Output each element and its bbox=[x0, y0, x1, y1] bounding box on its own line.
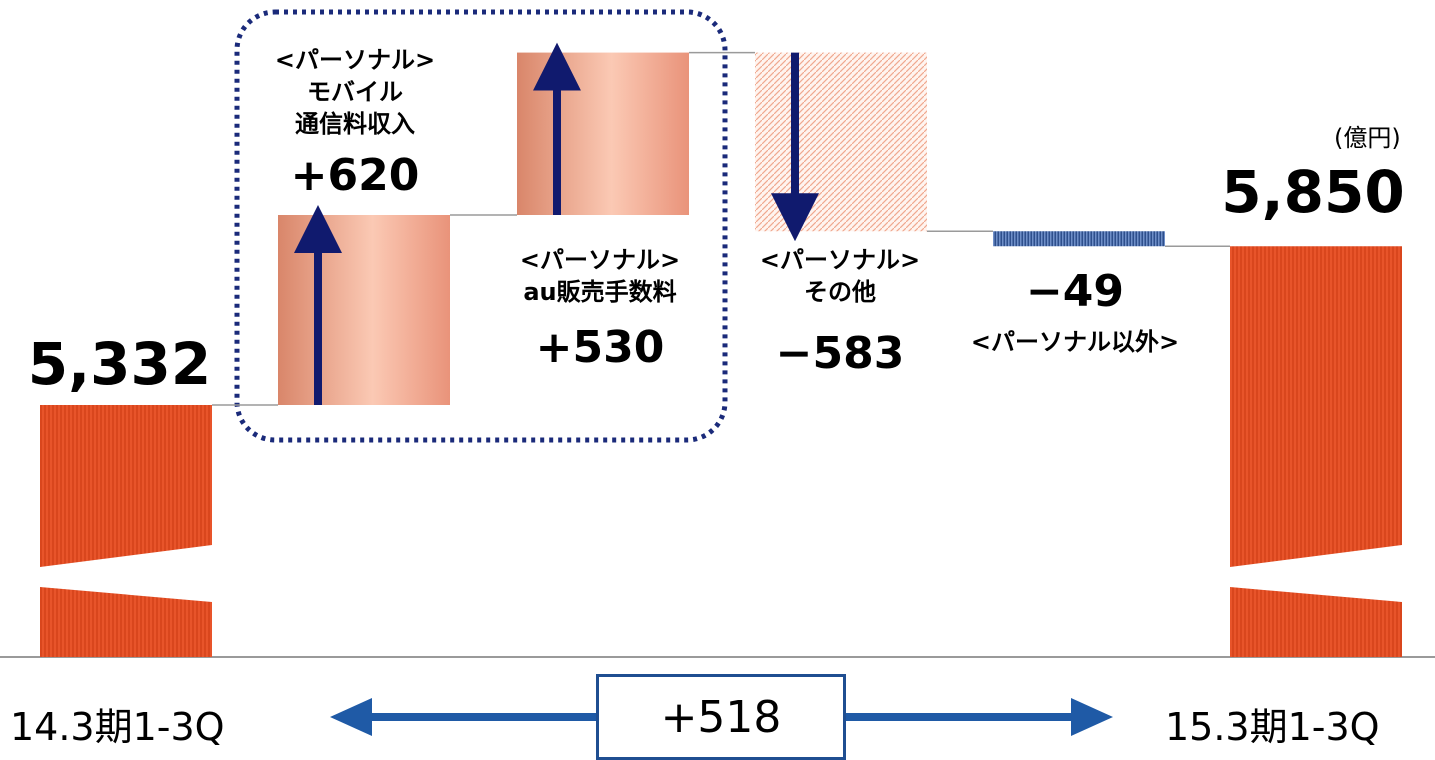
step-2-value-label: +530 bbox=[535, 322, 665, 373]
total-bar-upper bbox=[40, 405, 212, 567]
period-arrow-right-head bbox=[1071, 698, 1113, 736]
end-period-label: 15.3期1-3Q bbox=[1165, 705, 1380, 749]
step-3-category-line-2: その他 bbox=[804, 278, 876, 306]
unit-label: (億円) bbox=[1334, 124, 1401, 152]
start-value-label: 5,332 bbox=[27, 330, 212, 398]
step-3-category-line-1: <パーソナル> bbox=[759, 246, 921, 274]
start-period-label: 14.3期1-3Q bbox=[10, 705, 225, 749]
end-value-label: 5,850 bbox=[1221, 158, 1405, 226]
step-2-category-line-1: <パーソナル> bbox=[519, 246, 681, 274]
step-4-category-line-1: <パーソナル以外> bbox=[970, 328, 1180, 356]
step-1-category-line-2: モバイル bbox=[307, 78, 403, 106]
step-2-bar bbox=[517, 52, 689, 216]
difference-label: +518 bbox=[660, 691, 782, 743]
start-total-bar bbox=[40, 405, 212, 657]
personal-mobile-group-border bbox=[234, 9, 728, 443]
total-bar-lower bbox=[40, 587, 212, 657]
step-4-value-label: −49 bbox=[1025, 266, 1125, 317]
step-1-value-label: +620 bbox=[290, 150, 420, 201]
step-1-category-line-3: 通信料収入 bbox=[295, 110, 415, 138]
period-arrow-left-head bbox=[330, 698, 372, 736]
step-3-bar bbox=[755, 52, 927, 232]
difference-box: +518 bbox=[596, 674, 846, 760]
step-4-bar bbox=[993, 231, 1165, 247]
step-1-bar bbox=[278, 215, 450, 405]
end-total-bar bbox=[1230, 246, 1402, 657]
step-1-category-line-1: <パーソナル> bbox=[274, 46, 436, 74]
step-3-value-label: −583 bbox=[775, 328, 905, 379]
total-bar-lower bbox=[1230, 587, 1402, 657]
step-2-category-line-2: au販売手数料 bbox=[523, 278, 677, 306]
total-bar-upper bbox=[1230, 246, 1402, 568]
